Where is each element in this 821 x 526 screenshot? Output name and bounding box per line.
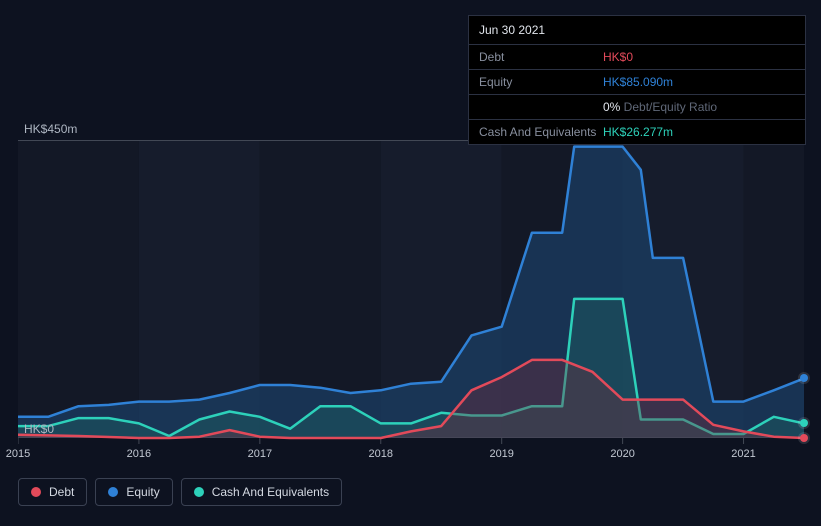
tooltip-row-label: Debt	[479, 50, 603, 64]
legend-dot-icon	[31, 487, 41, 497]
crosshair-dot-cash	[800, 419, 808, 427]
tooltip-row: Cash And EquivalentsHK$26.277m	[469, 120, 805, 144]
crosshair-dot-equity	[800, 374, 808, 382]
legend-dot-icon	[194, 487, 204, 497]
tooltip-row-value: HK$26.277m	[603, 125, 673, 139]
legend-item-label: Equity	[126, 485, 159, 499]
chart-svg	[18, 140, 804, 448]
legend-item-debt[interactable]: Debt	[18, 478, 87, 506]
tooltip-row: EquityHK$85.090m	[469, 70, 805, 95]
tooltip-date: Jun 30 2021	[469, 16, 805, 45]
tooltip-row-label: Cash And Equivalents	[479, 125, 603, 139]
x-tick-label: 2016	[127, 448, 151, 460]
chart-plot-area[interactable]	[18, 140, 804, 438]
tooltip: Jun 30 2021 DebtHK$0EquityHK$85.090m0% D…	[468, 15, 806, 145]
x-tick-label: 2017	[248, 448, 272, 460]
y-label-zero: HK$0	[24, 422, 54, 436]
tooltip-row-label	[479, 100, 603, 114]
x-tick-label: 2021	[731, 448, 755, 460]
legend: Debt Equity Cash And Equivalents	[18, 478, 342, 506]
legend-item-label: Cash And Equivalents	[212, 485, 329, 499]
legend-item-equity[interactable]: Equity	[95, 478, 172, 506]
x-tick-label: 2019	[489, 448, 513, 460]
legend-item-label: Debt	[49, 485, 74, 499]
tooltip-row-label: Equity	[479, 75, 603, 89]
tooltip-row: 0% Debt/Equity Ratio	[469, 95, 805, 120]
tooltip-row-value: HK$85.090m	[603, 75, 673, 89]
legend-item-cash[interactable]: Cash And Equivalents	[181, 478, 342, 506]
x-tick-label: 2015	[6, 448, 30, 460]
crosshair-dot-debt	[800, 434, 808, 442]
x-axis: 2015201620172018201920202021	[18, 448, 804, 464]
legend-dot-icon	[108, 487, 118, 497]
tooltip-row-value: 0% Debt/Equity Ratio	[603, 100, 717, 114]
tooltip-row: DebtHK$0	[469, 45, 805, 70]
x-tick-label: 2018	[369, 448, 393, 460]
x-tick-label: 2020	[610, 448, 634, 460]
y-label-top: HK$450m	[24, 122, 77, 136]
tooltip-row-value: HK$0	[603, 50, 633, 64]
